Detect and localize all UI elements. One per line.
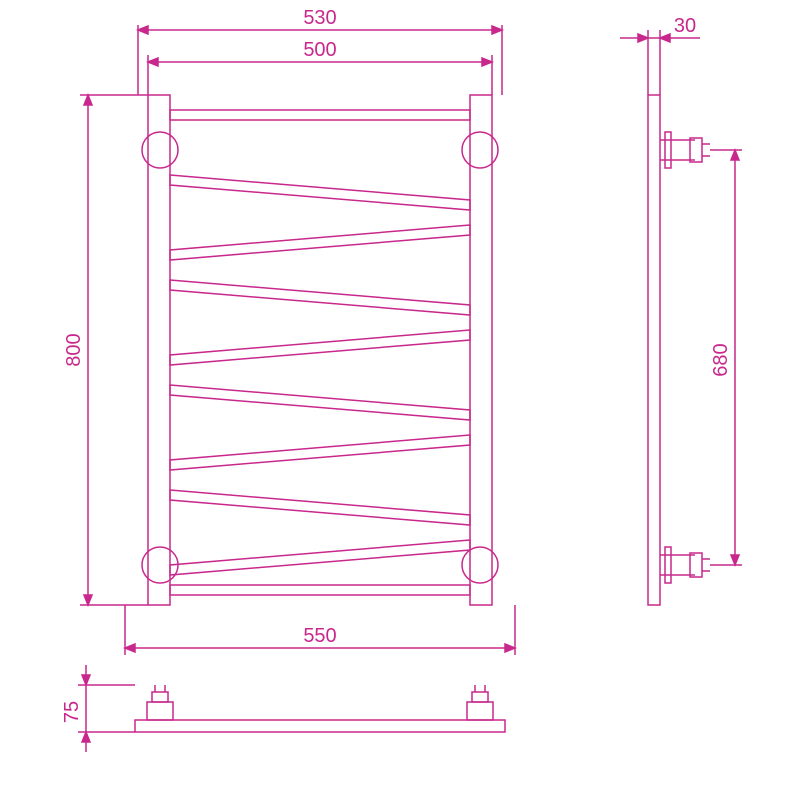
dim-label-530: 530 [303, 7, 336, 29]
dim-label-75: 75 [61, 701, 83, 723]
rung-bottom [170, 585, 470, 595]
dim-label-30: 30 [674, 15, 696, 37]
technical-drawing: 530 500 800 550 [0, 0, 800, 800]
rung-top [170, 110, 470, 120]
dimension-800: 800 [63, 95, 148, 605]
zigzag-rungs [170, 175, 470, 575]
side-bracket-top [660, 132, 710, 168]
side-view [648, 95, 710, 605]
bottom-view [135, 685, 505, 732]
side-bracket-bottom [660, 547, 710, 583]
front-view [142, 95, 498, 605]
dimension-75: 75 [61, 665, 135, 752]
dimension-500: 500 [148, 39, 492, 95]
dim-label-680: 680 [710, 343, 732, 376]
dimension-550: 550 [125, 605, 515, 655]
dimension-30: 30 [620, 15, 700, 95]
dim-label-550: 550 [303, 625, 336, 647]
bottom-bracket-left [147, 685, 173, 720]
right-rail [470, 95, 492, 605]
dim-label-500: 500 [303, 39, 336, 61]
left-rail [148, 95, 170, 605]
dim-label-800: 800 [63, 333, 85, 366]
dimension-680: 680 [710, 150, 742, 565]
bottom-bracket-right [467, 685, 493, 720]
